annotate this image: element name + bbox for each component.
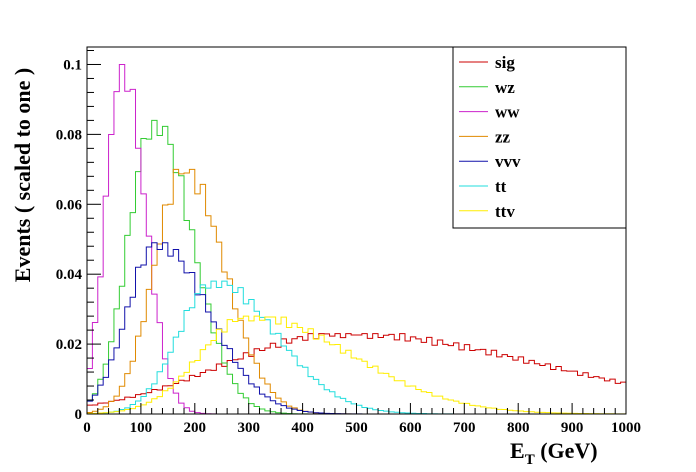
x-axis-title-unit: (GeV) <box>535 438 598 463</box>
x-tick-label: 900 <box>561 420 584 436</box>
x-tick-label: 0 <box>83 420 91 436</box>
legend: sig wz ww zz vvv tt ttv <box>452 46 627 229</box>
legend-label-vvv: vvv <box>495 152 521 171</box>
x-tick-label: 600 <box>399 420 422 436</box>
y-tick-label: 0 <box>75 407 83 423</box>
y-tick-label: 0.02 <box>56 337 82 353</box>
axis-layer: 0 100 200 300 400 500 600 700 800 900 1000 0 0.02 0.0… <box>56 49 641 436</box>
legend-label-tt: tt <box>495 177 507 196</box>
x-tick-label: 500 <box>345 420 368 436</box>
legend-entries: sig wz ww zz vvv tt ttv <box>459 53 521 221</box>
x-tick-label: 800 <box>507 420 530 436</box>
series-ttv-line <box>86 315 626 415</box>
y-tick-label: 0.04 <box>56 267 83 283</box>
x-axis-title-subscript: T <box>525 452 535 468</box>
legend-label-ttv: ttv <box>495 202 515 221</box>
x-tick-label: 400 <box>291 420 314 436</box>
series-sig-line <box>86 333 626 414</box>
x-tick-label: 100 <box>130 420 153 436</box>
legend-label-ww: ww <box>495 103 520 122</box>
legend-label-wz: wz <box>495 78 515 97</box>
x-axis-title: ET (GeV) <box>510 438 598 468</box>
legend-label-sig: sig <box>495 53 515 72</box>
x-axis-title-main: E <box>510 438 525 463</box>
legend-label-zz: zz <box>495 127 511 146</box>
y-axis-title: Events ( scaled to one ) <box>10 68 35 282</box>
y-tick-label: 0.1 <box>63 57 82 73</box>
x-tick-label: 300 <box>237 420 260 436</box>
legend-box <box>452 46 627 229</box>
y-tick-label: 0.06 <box>56 197 83 213</box>
x-tick-label: 1000 <box>611 420 641 436</box>
y-tick-label: 0.08 <box>56 127 82 143</box>
x-tick-label: 700 <box>453 420 476 436</box>
x-tick-label: 200 <box>184 420 207 436</box>
